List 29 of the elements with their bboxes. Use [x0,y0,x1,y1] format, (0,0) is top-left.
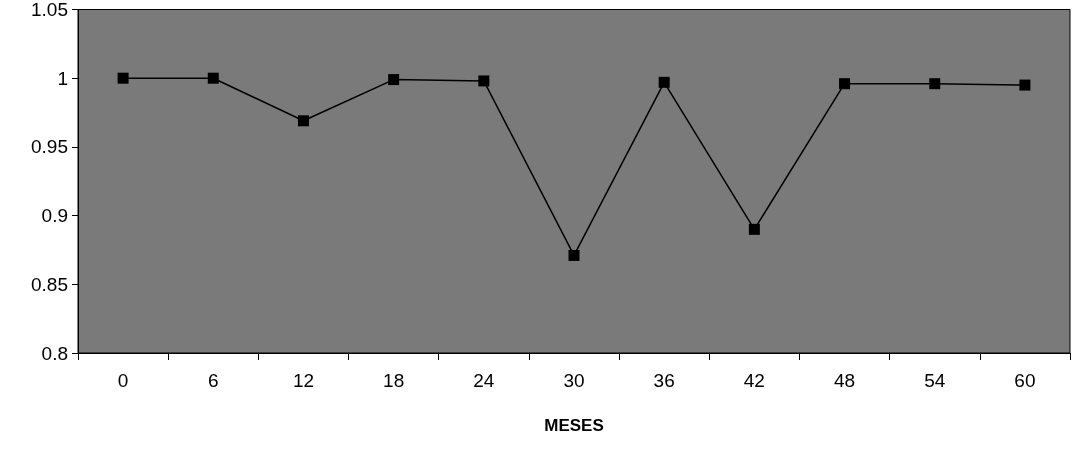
x-tick-label: 36 [653,370,675,391]
point [839,78,851,90]
point [117,72,129,84]
x-tick-label: 30 [563,370,585,391]
x-tick-label: 6 [207,370,219,391]
x-tick-label: 54 [924,370,946,391]
point [478,75,490,87]
y-tick-label: 1.05 [31,0,68,20]
x-tick-label: 18 [383,370,405,391]
x-tick-label: 24 [473,370,495,391]
point [658,76,670,88]
x-tick-label: 48 [833,370,856,391]
x-tick-label: 0 [117,370,129,391]
x-tick-label: 60 [1014,370,1036,391]
point [388,74,400,86]
point [748,223,760,235]
x-tick-label: 42 [743,370,765,391]
x-tick-label: 12 [292,370,315,391]
point [929,78,941,90]
point [207,72,219,84]
y-tick-label: 0.95 [31,136,68,158]
point [297,115,309,127]
point [568,249,580,261]
point [1019,79,1031,91]
x-axis-title: MESES [544,416,604,435]
y-tick-label: 0.9 [41,205,68,227]
y-tick-label: 0.8 [41,342,68,364]
y-tick-label: 0.85 [31,273,68,295]
y-tick-label: 1 [57,67,68,89]
